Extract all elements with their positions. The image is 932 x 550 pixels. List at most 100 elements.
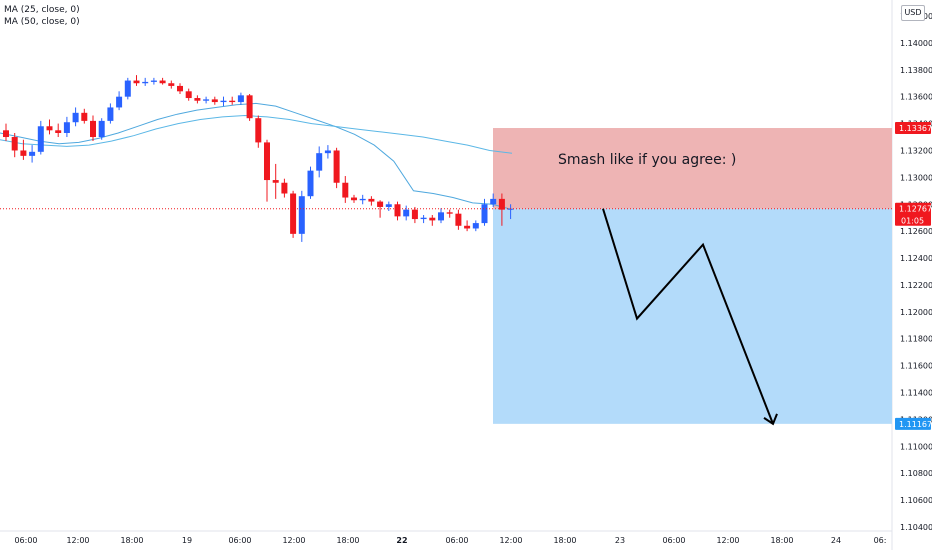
time-tick-label: 12:00 <box>499 536 522 545</box>
candle-body <box>168 83 175 86</box>
candle <box>98 118 105 140</box>
price-tick-label: 1.11000 <box>900 442 932 451</box>
candle-body <box>411 209 418 220</box>
candle <box>281 178 288 198</box>
candle <box>498 193 505 226</box>
price-tick-label: 1.13200 <box>900 146 932 155</box>
time-tick-label: 12:00 <box>716 536 739 545</box>
legend-ma25[interactable]: MA (25, close, 0) <box>4 5 80 15</box>
candle-body <box>55 130 62 133</box>
candle <box>63 116 70 138</box>
candle-body <box>72 112 79 123</box>
chart-overlays <box>0 208 892 426</box>
candle <box>150 77 157 85</box>
take-profit-zone[interactable] <box>493 208 892 424</box>
candle <box>438 208 444 224</box>
price-tick-label: 1.10800 <box>900 469 932 478</box>
price-tick-label: 1.10400 <box>900 523 932 532</box>
time-tick-label: 06:00 <box>228 536 251 545</box>
stop-loss-zone[interactable] <box>493 128 892 209</box>
candle-body <box>255 118 262 143</box>
candle-body <box>142 81 149 84</box>
candle-body <box>237 95 244 103</box>
currency-button[interactable]: USD <box>901 5 925 21</box>
candle-body <box>490 198 497 205</box>
candle-body <box>281 182 288 194</box>
price-tick-label: 1.12400 <box>900 254 932 263</box>
countdown-text: 01:05 <box>901 217 924 226</box>
candles <box>3 75 514 242</box>
candle-body <box>107 107 114 121</box>
candle-body <box>290 193 297 234</box>
candle <box>264 139 270 202</box>
candle <box>316 146 323 178</box>
candle-body <box>420 217 427 220</box>
candle <box>29 145 36 163</box>
candle <box>420 215 427 224</box>
candle-body <box>385 204 392 207</box>
candle-body <box>264 142 270 181</box>
candle-body <box>29 151 36 156</box>
candle <box>290 190 297 238</box>
candle-body <box>98 120 105 138</box>
candle <box>403 205 410 221</box>
candle-body <box>446 212 453 214</box>
candle <box>194 95 201 104</box>
stop-loss-price-tag: 1.13367 <box>895 122 932 135</box>
candle-body <box>333 150 340 183</box>
price-tick-label: 1.13600 <box>900 93 932 102</box>
candle <box>377 200 384 218</box>
price-axis[interactable]: 1.142001.140001.138001.136001.134001.132… <box>895 12 932 532</box>
time-tick-label: 12:00 <box>66 536 89 545</box>
time-axis[interactable]: 06:00 12:00 18:00 19 06:00 12:00 18:00 22 06:00 1… <box>14 536 886 545</box>
candle <box>107 103 114 124</box>
candle-body <box>81 112 88 121</box>
price-tick-label: 1.14000 <box>900 39 932 48</box>
candle <box>20 139 27 160</box>
candle-body <box>211 99 218 103</box>
candle-body <box>37 126 44 152</box>
candle-body <box>20 150 27 156</box>
candle-body <box>351 197 357 201</box>
price-tick-label: 1.11600 <box>900 362 932 371</box>
candle <box>359 194 366 205</box>
ma25-line <box>0 102 513 211</box>
moving-averages <box>0 102 513 211</box>
candle <box>229 96 236 105</box>
candle <box>90 115 96 142</box>
candle-body <box>220 100 227 103</box>
take-profit-price-tag-bg <box>895 417 931 430</box>
candle <box>464 220 471 232</box>
price-tick-label: 1.11800 <box>900 335 932 344</box>
time-tick-label: 18:00 <box>336 536 359 545</box>
candle <box>124 77 131 100</box>
candle-body <box>481 204 488 224</box>
arrow-head-icon <box>763 413 778 426</box>
candle-body <box>342 182 349 198</box>
candle <box>237 92 244 105</box>
time-tick-label: 12:00 <box>282 536 305 545</box>
projection-arrow[interactable] <box>602 208 774 425</box>
candle <box>246 93 253 121</box>
candle <box>72 107 79 127</box>
candle <box>255 115 262 148</box>
candle <box>368 196 375 206</box>
time-tick-label: 06:00 <box>445 536 468 545</box>
candle-body <box>177 85 183 92</box>
candle-body <box>124 80 131 97</box>
candle <box>55 123 62 138</box>
legend-ma50[interactable]: MA (50, close, 0) <box>4 17 80 27</box>
candle <box>351 194 357 203</box>
candle-body <box>394 204 401 217</box>
time-tick-label: 18:00 <box>120 536 143 545</box>
candle-body <box>455 213 462 226</box>
candle <box>324 145 331 159</box>
candle-body <box>63 122 70 133</box>
candle <box>133 75 140 86</box>
stop-loss-price-tag-text: 1.13367 <box>899 124 932 133</box>
last-price-tag-bg <box>895 202 931 226</box>
price-tick-label: 1.12600 <box>900 227 932 236</box>
candle <box>185 88 192 101</box>
price-tick-label: 1.10600 <box>900 496 932 505</box>
